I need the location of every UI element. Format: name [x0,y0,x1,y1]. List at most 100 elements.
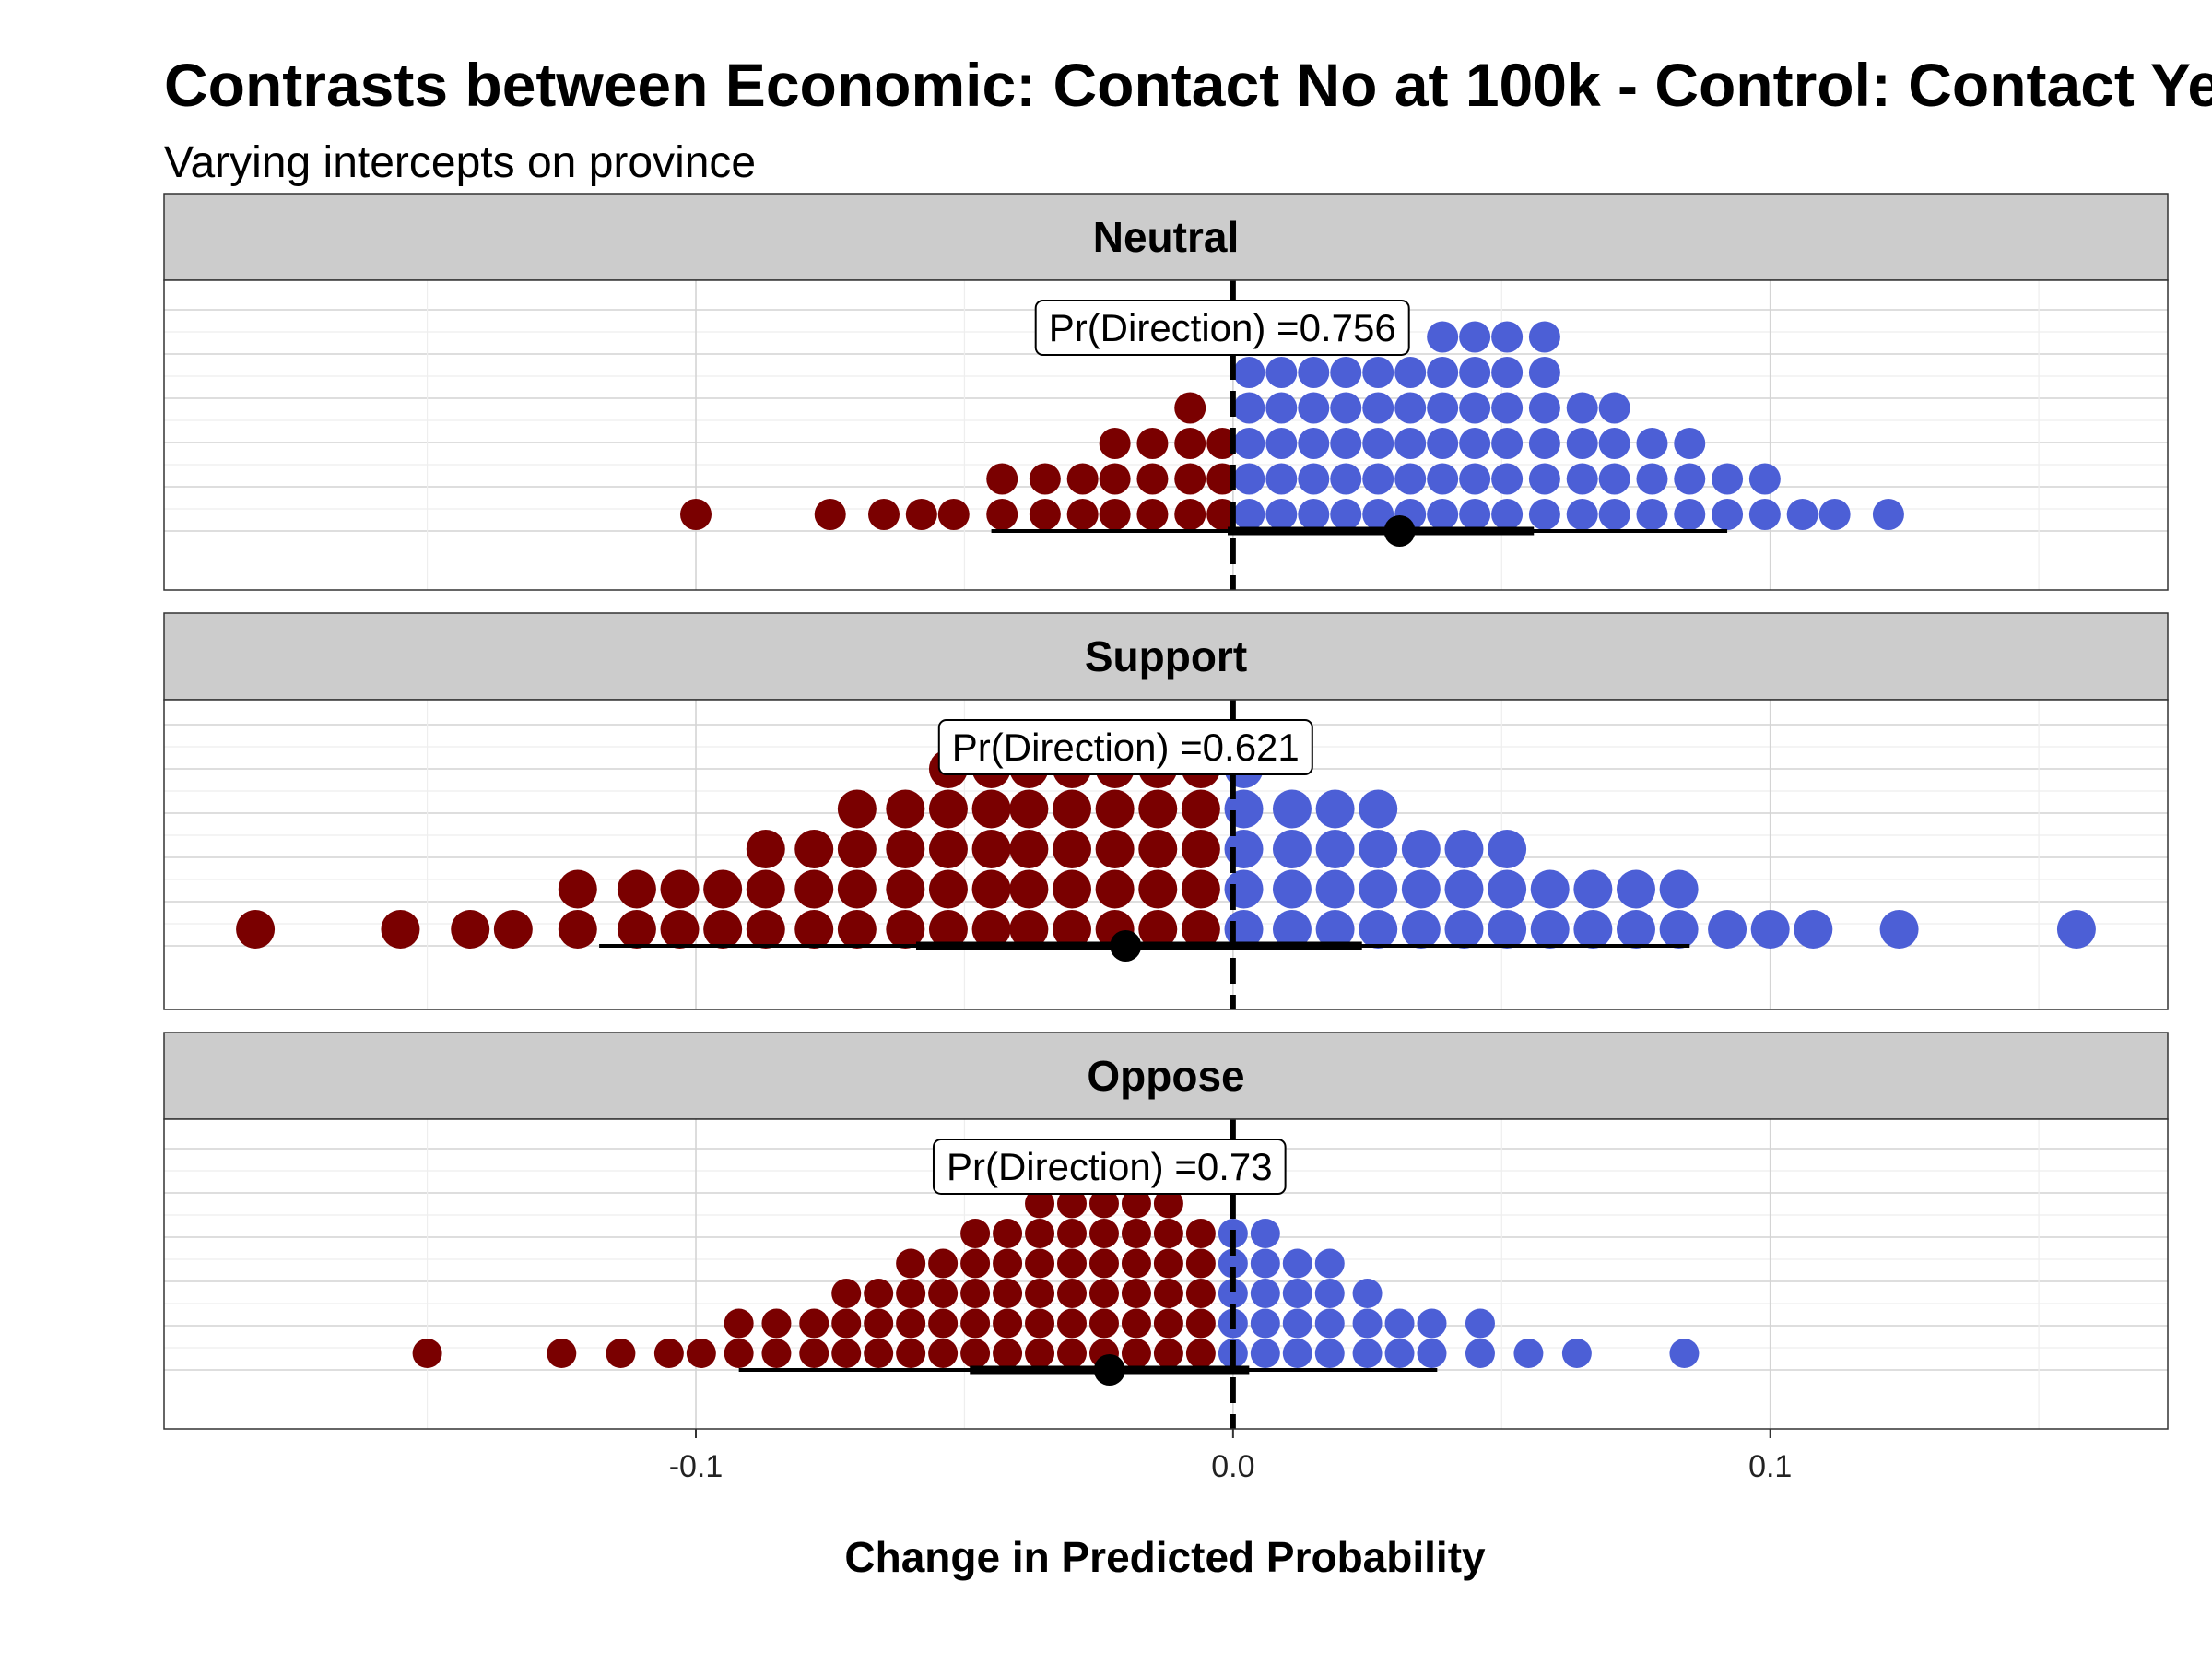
dot-negative [1025,1279,1054,1308]
dot-negative [896,1309,925,1339]
dot-positive [1674,499,1705,530]
dot-positive [1660,910,1699,949]
dot-negative [993,1219,1022,1248]
dot-positive [1491,428,1523,459]
dot-negative [1136,428,1168,459]
dot-negative [972,790,1011,829]
dot-negative [1053,830,1091,868]
dot-positive [1315,1279,1345,1308]
dot-negative [906,499,937,530]
dot-negative [1089,1219,1119,1248]
dot-negative [1186,1339,1216,1368]
facet-panel-support: SupportPr(Direction) =0.621 [164,613,2168,1009]
dot-positive [1359,790,1397,829]
dot-negative [831,1339,861,1368]
dot-positive [1567,393,1598,424]
dot-negative [761,1339,791,1368]
dot-positive [1674,428,1705,459]
dot-positive [1283,1309,1312,1339]
pd-label-text: Pr(Direction) =0.621 [952,726,1300,769]
dot-positive [1362,357,1394,388]
dot-negative [1100,428,1131,459]
dot-negative [1136,499,1168,530]
dot-positive [1359,910,1397,949]
dot-positive [1251,1279,1280,1308]
dot-negative [993,1309,1022,1339]
dot-positive [1233,393,1265,424]
dot-negative [761,1309,791,1339]
median-point [1384,515,1416,547]
dot-negative [1186,1279,1216,1308]
facet-strip-label: Neutral [1093,213,1239,261]
dot-negative [1030,499,1061,530]
dot-negative [1009,830,1048,868]
dot-negative [1067,499,1099,530]
dot-negative [1100,464,1131,495]
dot-positive [1708,910,1747,949]
dot-positive [1298,428,1329,459]
dot-positive [1491,499,1523,530]
dot-positive [1427,357,1458,388]
dot-positive [1251,1339,1280,1368]
dot-negative [413,1339,442,1368]
dot-negative [993,1339,1022,1368]
dot-negative [960,1339,990,1368]
dot-negative [451,910,489,949]
dot-negative [1122,1279,1151,1308]
dot-positive [1402,910,1441,949]
dot-positive [1529,464,1560,495]
dot-negative [1138,830,1177,868]
pd-label-text: Pr(Direction) =0.756 [1049,306,1396,349]
dot-negative [618,870,656,909]
dot-positive [1599,464,1630,495]
dot-positive [1459,428,1490,459]
dot-positive [1427,428,1458,459]
dot-negative [928,1249,958,1279]
dot-negative [831,1309,861,1339]
dot-positive [1330,428,1361,459]
dot-positive [1491,322,1523,353]
dot-positive [1787,499,1818,530]
dot-positive [1669,1339,1699,1368]
dot-negative [896,1249,925,1279]
dot-negative [831,1279,861,1308]
dot-negative [547,1339,576,1368]
dot-negative [703,910,742,949]
dot-positive [1444,870,1483,909]
dot-positive [1330,464,1361,495]
dot-negative [1053,870,1091,909]
dot-negative [1154,1309,1183,1339]
x-tick-label: 0.0 [1211,1449,1254,1484]
dot-negative [1154,1249,1183,1279]
dot-negative [661,870,700,909]
dot-negative [1186,1309,1216,1339]
facet-panel-oppose: Oppose Pr(Direction) =0.73 [164,1033,2168,1429]
dot-positive [1529,322,1560,353]
dot-positive [1233,428,1265,459]
dot-positive [1636,428,1667,459]
dot-negative [1053,790,1091,829]
dot-negative [960,1249,990,1279]
dot-negative [864,1279,893,1308]
dot-positive [1660,870,1699,909]
dot-positive [1273,870,1312,909]
dot-negative [1186,1249,1216,1279]
dot-negative [606,1339,635,1368]
dot-positive [1444,830,1483,868]
dot-negative [1186,1219,1216,1248]
dot-negative [815,499,846,530]
dot-positive [1573,910,1612,949]
dot-negative [794,910,833,949]
dot-negative [1057,1219,1087,1248]
dot-positive [1751,910,1790,949]
dot-negative [886,790,924,829]
dot-negative [886,870,924,909]
x-axis: -0.1 0.0 0.1 [669,1429,1793,1484]
dot-negative [747,870,785,909]
dot-positive [1465,1309,1495,1339]
dot-positive [1749,499,1781,530]
dot-negative [986,464,1018,495]
dot-positive [1265,428,1297,459]
dot-negative [687,1339,716,1368]
dot-positive [1599,393,1630,424]
